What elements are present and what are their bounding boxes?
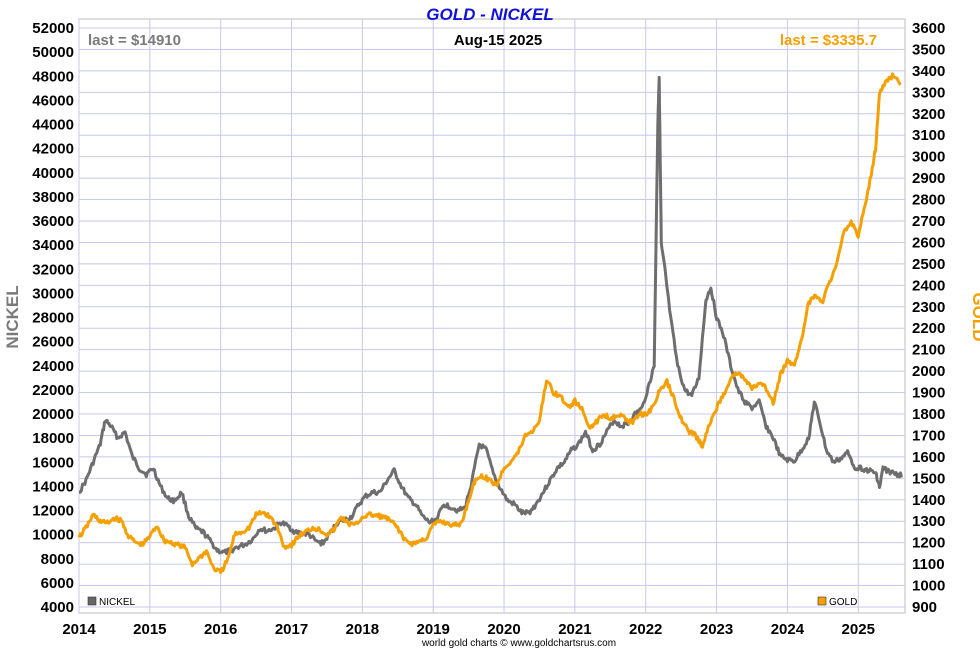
left-tick-label: 6000 — [41, 575, 74, 592]
x-tick-label: 2020 — [487, 621, 520, 638]
left-tick-label: 52000 — [32, 20, 74, 37]
nickel-series-line — [78, 75, 904, 556]
nickel-last-label: last = $14910 — [88, 32, 181, 49]
right-tick-label: 1500 — [912, 470, 945, 487]
right-tick-label: 3300 — [912, 84, 945, 101]
right-tick-label: 3500 — [912, 41, 945, 58]
left-tick-label: 36000 — [32, 213, 74, 230]
date-label: Aug-15 2025 — [454, 32, 542, 49]
right-tick-label: 2500 — [912, 256, 945, 273]
left-tick-label: 38000 — [32, 189, 74, 206]
right-tick-label: 1400 — [912, 492, 945, 509]
x-tick-label: 2016 — [204, 621, 237, 638]
left-tick-label: 20000 — [32, 406, 74, 423]
right-axis-label: GOLD — [969, 292, 980, 341]
left-tick-label: 32000 — [32, 261, 74, 278]
left-tick-label: 44000 — [32, 117, 74, 134]
left-axis-label: NICKEL — [3, 285, 22, 348]
legend-nickel: NICKEL — [87, 596, 136, 608]
credit-label: world gold charts © www.goldchartsrus.co… — [421, 638, 616, 649]
legend-gold-swatch — [817, 596, 827, 606]
right-tick-label: 2800 — [912, 192, 945, 209]
right-tick-label: 1200 — [912, 535, 945, 552]
left-tick-label: 18000 — [32, 430, 74, 447]
right-tick-label: 1600 — [912, 449, 945, 466]
x-tick-label: 2014 — [62, 621, 96, 638]
left-tick-label: 8000 — [41, 551, 74, 568]
x-axis-ticks: 2014 2015 2016 2017 2018 2019 2020 2021 2022 2023… — [62, 621, 875, 638]
left-tick-label: 34000 — [32, 237, 74, 254]
right-axis-ticks: 900 1000 1100 1200 1300 1400 1500 1600 1700 1800 1… — [912, 20, 945, 616]
legend-nickel-label: NICKEL — [99, 597, 136, 608]
right-tick-label: 900 — [912, 599, 937, 616]
right-tick-label: 1300 — [912, 513, 945, 530]
right-tick-label: 2700 — [912, 213, 945, 230]
left-tick-label: 46000 — [32, 92, 74, 109]
x-tick-label: 2018 — [346, 621, 379, 638]
right-tick-label: 3100 — [912, 127, 945, 144]
x-tick-label: 2021 — [558, 621, 591, 638]
right-tick-label: 1000 — [912, 578, 945, 595]
x-tick-label: 2017 — [275, 621, 308, 638]
right-tick-label: 1700 — [912, 427, 945, 444]
chart-title: GOLD - NICKEL — [426, 5, 554, 24]
left-tick-label: 12000 — [32, 503, 74, 520]
right-tick-label: 2000 — [912, 363, 945, 380]
left-tick-label: 28000 — [32, 310, 74, 327]
x-tick-label: 2025 — [842, 621, 875, 638]
legend-gold: GOLD — [817, 596, 857, 608]
right-tick-label: 1800 — [912, 406, 945, 423]
right-tick-label: 3200 — [912, 106, 945, 123]
x-tick-label: 2023 — [700, 621, 733, 638]
gold-series-line — [77, 72, 902, 575]
right-tick-label: 2600 — [912, 234, 945, 251]
left-tick-label: 4000 — [41, 599, 74, 616]
left-tick-label: 40000 — [32, 165, 74, 182]
left-tick-label: 16000 — [32, 454, 74, 471]
plot-area — [78, 18, 906, 614]
legend-nickel-swatch — [87, 596, 97, 606]
left-tick-label: 48000 — [32, 68, 74, 85]
left-axis-ticks: 4000 6000 8000 10000 12000 14000 16000 18000 200… — [32, 20, 74, 616]
right-tick-label: 2200 — [912, 320, 945, 337]
left-tick-label: 42000 — [32, 141, 74, 158]
right-tick-label: 2300 — [912, 299, 945, 316]
x-tick-label: 2019 — [417, 621, 450, 638]
x-tick-label: 2024 — [771, 621, 805, 638]
left-tick-label: 24000 — [32, 358, 74, 375]
left-tick-label: 22000 — [32, 382, 74, 399]
left-tick-label: 50000 — [32, 44, 74, 61]
right-tick-label: 2100 — [912, 342, 945, 359]
left-tick-label: 30000 — [32, 285, 74, 302]
right-tick-label: 3600 — [912, 20, 945, 37]
series-lines — [77, 72, 904, 575]
left-tick-label: 14000 — [32, 478, 74, 495]
right-tick-label: 3000 — [912, 149, 945, 166]
gold-last-label: last = $3335.7 — [780, 32, 877, 49]
left-tick-label: 26000 — [32, 334, 74, 351]
legend-gold-label: GOLD — [829, 597, 857, 608]
x-tick-label: 2022 — [629, 621, 662, 638]
right-tick-label: 2900 — [912, 170, 945, 187]
right-tick-label: 1900 — [912, 385, 945, 402]
x-tick-label: 2015 — [133, 621, 166, 638]
right-tick-label: 1100 — [912, 556, 945, 573]
right-tick-label: 2400 — [912, 277, 945, 294]
left-tick-label: 10000 — [32, 527, 74, 544]
right-tick-label: 3400 — [912, 63, 945, 80]
